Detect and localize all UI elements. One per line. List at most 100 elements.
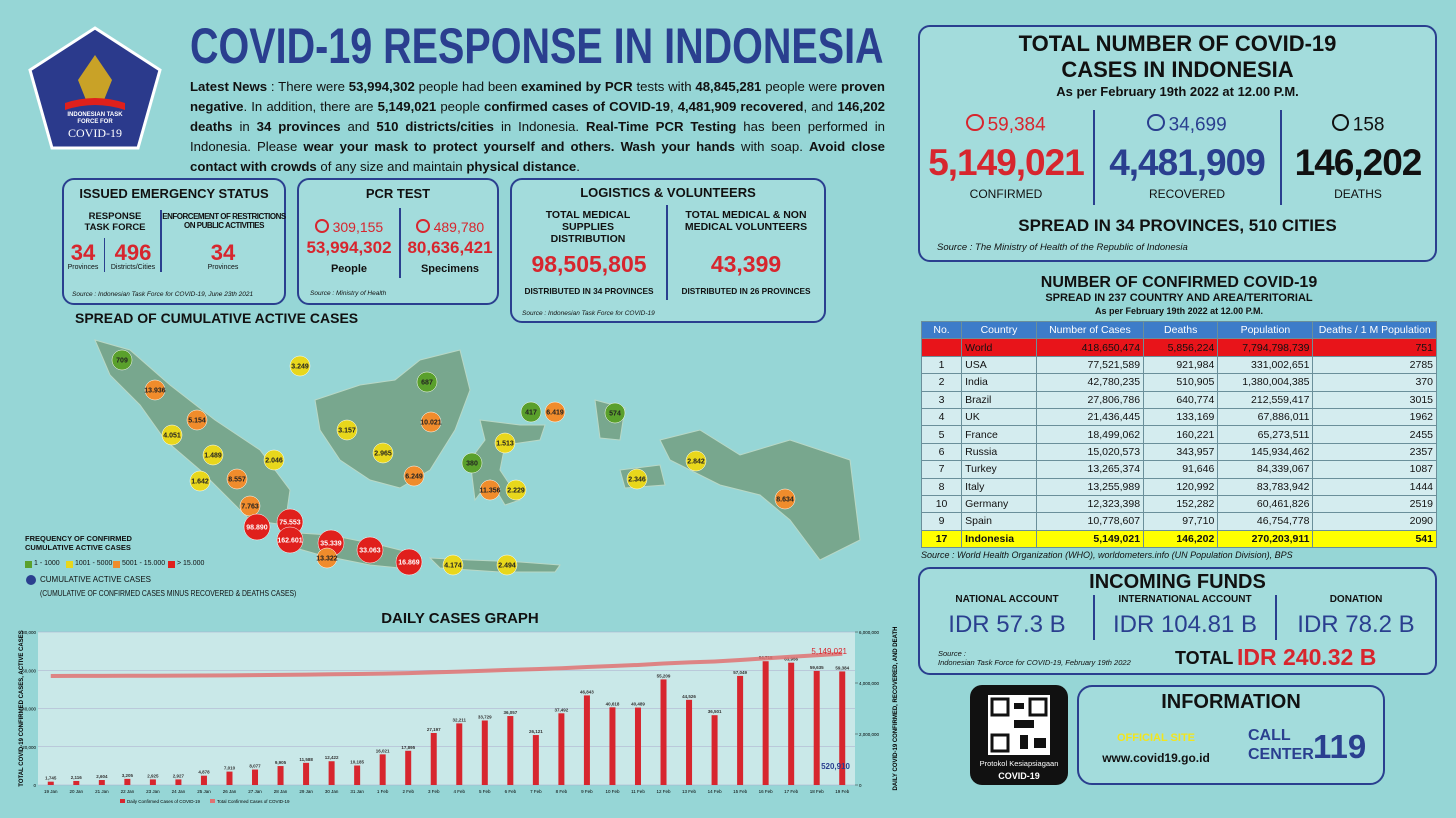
bar-value-label: 2,116	[71, 775, 83, 780]
x-tick-label: 21 Jan	[95, 789, 109, 794]
subtitle: As per February 19th 2022 at 12.00 P.M.	[1056, 84, 1299, 99]
table-date: As per February 19th 2022 at 12.00 P.M.	[1095, 306, 1263, 316]
table-cell: 17	[920, 529, 963, 549]
news-run: and	[340, 119, 377, 134]
map-point-label: 33.063	[359, 548, 381, 555]
divider	[1093, 595, 1095, 640]
table-cell: 13,255,989	[1035, 477, 1145, 496]
divider	[1280, 110, 1282, 205]
y-axis-title: TOTAL COVID-19 CONFIRMED CASES, ACTIVE C…	[19, 630, 25, 786]
x-tick-label: 23 Jan	[146, 789, 160, 794]
bar-value-label: 16,021	[376, 748, 390, 753]
map-point	[316, 547, 338, 569]
map-point-label: 3.157	[338, 428, 356, 435]
island	[314, 349, 471, 489]
increase: 489,780	[401, 219, 499, 235]
map-point-label: 7.763	[241, 504, 259, 511]
legend-swatch	[25, 561, 32, 568]
table-cell: 8	[920, 477, 963, 496]
line	[50, 651, 843, 678]
bar	[788, 662, 795, 785]
source: Indonesian Task Force for COVID-19, Febr…	[938, 658, 1131, 667]
table-cell: Country	[961, 320, 1037, 340]
bar-value-label: 11,588	[299, 757, 313, 762]
bar	[609, 707, 616, 785]
bar-value-label: 32,211	[453, 717, 467, 722]
news-run: Latest News	[190, 79, 268, 94]
increase: 59,384	[920, 114, 1092, 136]
box-title: LOGISTICS & VOLUNTEERS	[580, 185, 756, 200]
table-row: 8 Italy 13,255,989 120,992 83,783,942 1444	[920, 477, 1437, 496]
table-cell: 10	[920, 494, 963, 514]
qr-finder	[990, 697, 1010, 717]
map-point	[685, 450, 707, 472]
info-title: INFORMATION	[1161, 691, 1301, 713]
table-cell: 6	[920, 442, 963, 462]
logo-emblem	[78, 55, 112, 100]
legend-swatch	[66, 561, 73, 568]
bar	[277, 766, 284, 785]
table-cell: Indonesia	[961, 529, 1037, 549]
bar-value-label: 26,121	[529, 729, 543, 734]
table-cell: Number of Cases	[1035, 320, 1145, 340]
divider	[1093, 110, 1095, 205]
table-cell: 751	[1312, 338, 1437, 357]
value: 43,399	[710, 251, 782, 277]
info-box	[1077, 685, 1385, 785]
x-tick-label: 28 Jan	[274, 789, 288, 794]
news-run: Avoid close contact with crowds	[190, 139, 885, 174]
map-point	[226, 468, 248, 490]
x-tick-label: 30 Jan	[325, 789, 339, 794]
bar	[149, 779, 156, 785]
y2-axis-title: DAILY COVID-19 CONFIRMED, RECOVERED, AND…	[893, 626, 899, 790]
table-cell: Germany	[961, 494, 1037, 514]
bar-value-label: 57,049	[733, 670, 747, 675]
table-row: 10 Germany 12,323,398 152,282 60,461,826 2519	[920, 494, 1437, 514]
table-cell: 5,149,021	[1035, 529, 1145, 549]
bar-value-label: 4,878	[198, 770, 210, 775]
table-cell: 10,778,607	[1035, 512, 1145, 531]
y-tick-label: 0	[33, 783, 36, 788]
table-cell: Deaths / 1 M Population	[1312, 320, 1437, 340]
x-tick-label: 20 Jan	[70, 789, 84, 794]
x-tick-label: 6 Feb	[505, 789, 517, 794]
value: 80,636,421	[407, 238, 493, 257]
label: ENFORCEMENT OF RESTRICTIONS ON PUBLIC AC…	[162, 212, 286, 231]
table-cell: 1	[920, 355, 963, 375]
news-run: tests with	[632, 79, 696, 94]
map-point	[186, 409, 208, 431]
bar-value-label: 59,384	[835, 665, 849, 670]
table-cell: 12,323,398	[1035, 494, 1145, 514]
x-tick-label: 11 Feb	[631, 789, 645, 794]
news-run: has been performed in Indonesia. Please	[190, 119, 886, 154]
table-cell: 541	[1312, 529, 1437, 549]
table-cell: 83,783,942	[1217, 477, 1314, 496]
table-cell: 1444	[1312, 477, 1437, 496]
legend-title: FREQUENCY OF CONFIRMED CUMULATIVE ACTIVE…	[25, 534, 132, 552]
call-label: CALL CENTER	[1248, 727, 1314, 763]
map-point-label: 13.936	[144, 388, 166, 395]
map-point	[604, 402, 626, 424]
map-point-label: 5.154	[188, 418, 206, 425]
map-point-label: 709	[116, 358, 128, 365]
x-tick-label: 22 Jan	[121, 789, 135, 794]
bar	[47, 781, 54, 785]
qr-module	[1014, 720, 1034, 728]
map-point	[144, 379, 166, 401]
legend-label: Total Confirmed Cases of COVID-19	[217, 799, 290, 804]
total-label: TOTAL	[1175, 648, 1234, 668]
table-cell: 160,221	[1143, 425, 1219, 444]
map-point-label: 16.869	[398, 560, 420, 567]
map-point	[276, 526, 304, 554]
bar	[737, 675, 744, 785]
bar-value-label: 55,209	[657, 673, 671, 678]
news-run: 4,481,909 recovered	[677, 99, 804, 114]
map-point-label: 162.601	[277, 538, 302, 545]
table-cell: 146,202	[1143, 529, 1219, 549]
table-header: No. Country Number of Cases Deaths Populatio…	[920, 320, 1437, 340]
label: Districts/Cities	[110, 264, 156, 271]
value: 496	[114, 240, 152, 265]
map-point	[496, 554, 518, 576]
account-label: DONATION	[1329, 594, 1383, 605]
map-point	[395, 548, 423, 576]
